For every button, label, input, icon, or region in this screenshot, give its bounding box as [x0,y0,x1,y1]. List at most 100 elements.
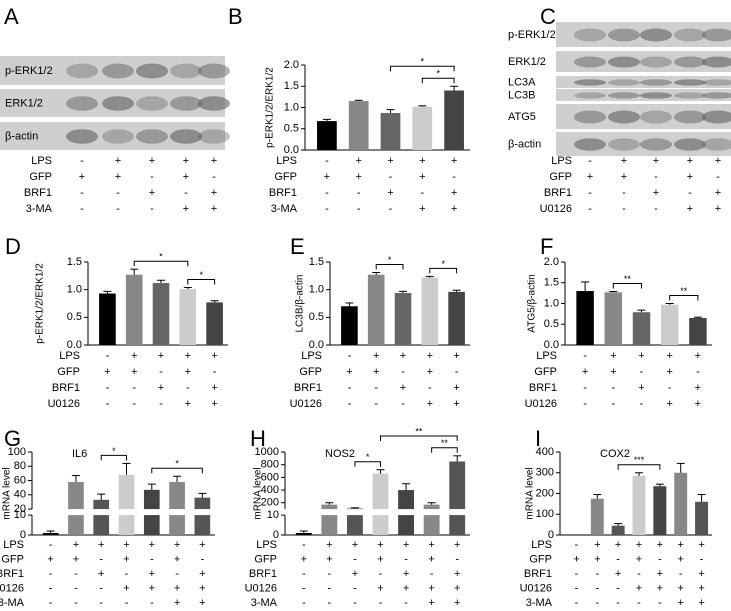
bar [632,475,646,535]
condition-name: BRF1 [0,568,24,580]
condition-sign: + [73,553,79,565]
condition-name: LPS [256,539,277,551]
blot-band [674,56,706,68]
significance-label: * [112,446,116,456]
y-tick-label: 0.5 [544,318,559,330]
condition-sign: + [610,350,616,362]
condition-sign: + [428,539,434,551]
panel-letter: D [5,234,21,259]
condition-sign: - [116,203,120,215]
condition-sign: + [373,366,379,378]
y-tick-label: 0 [548,529,554,541]
condition-name: U0126 [525,398,557,410]
condition-sign: + [453,350,459,362]
significance-label: *** [634,455,645,465]
blot-band [674,138,706,151]
blot-band [574,79,606,86]
condition-sign: + [355,171,361,183]
condition-sign: + [615,539,621,551]
condition-sign: + [211,382,217,394]
blot-band [66,129,98,144]
condition-sign: - [80,155,84,167]
condition-sign: + [211,398,217,410]
condition-sign: + [621,171,627,183]
condition-sign: - [132,398,136,410]
significance-bracket [151,467,203,474]
condition-sign: - [588,203,592,215]
significance-bracket [375,264,404,270]
condition-sign: - [49,568,53,580]
blot-band [702,28,731,42]
y-tick-label: 0 [20,529,26,541]
condition-sign: + [666,398,672,410]
y-tick-label: 400 [261,484,279,496]
condition-sign: - [622,203,626,215]
condition-sign: - [401,366,405,378]
significance-bracket [421,77,455,84]
condition-sign: - [583,350,587,362]
y-tick-label: 200 [261,497,279,509]
condition-sign: - [455,366,459,378]
condition-sign: - [302,582,306,594]
condition-sign: + [403,582,409,594]
y-tick-label: 10 [267,509,279,521]
blot-band [574,92,606,99]
blot-band [608,110,640,124]
condition-sign: - [575,568,579,580]
condition-sign: + [199,582,205,594]
condition-sign: + [638,350,644,362]
condition-sign: - [616,553,620,565]
condition-sign: - [588,155,592,167]
condition-sign: + [131,366,137,378]
blot-strip [0,56,225,85]
panel-letter: H [250,426,266,451]
condition-sign: - [302,568,306,580]
bar [660,304,679,345]
condition-sign: + [123,553,129,565]
significance-bracket [354,461,381,467]
y-tick-label: 60 [14,474,26,486]
condition-sign: + [355,155,361,167]
condition-sign: + [666,366,672,378]
condition-sign: - [159,398,163,410]
condition-name: 3-MA [251,597,278,609]
blot-band [674,92,706,99]
y-tick-label: 800 [261,459,279,471]
condition-sign: + [653,155,659,167]
condition-sign: + [185,366,191,378]
significance-label: * [366,452,370,462]
blot-band [674,79,706,86]
bar [317,121,337,150]
condition-sign: + [326,539,332,551]
condition-sign: - [80,203,84,215]
condition-sign: - [99,582,103,594]
condition-sign: - [357,203,361,215]
condition-sign: - [150,203,154,215]
condition-sign: - [184,187,188,199]
significance-bracket [133,260,189,267]
condition-sign: + [377,553,383,565]
bar [576,291,594,345]
condition-sign: - [159,366,163,378]
condition-sign: - [74,582,78,594]
condition-sign: + [211,350,217,362]
condition-sign: - [374,382,378,394]
y-tick-label: 1.5 [309,256,324,268]
blot-band [574,28,606,42]
condition-sign: - [99,597,103,609]
condition-sign: - [658,553,662,565]
condition-name: BRF1 [529,382,557,394]
bar [118,474,135,535]
bar [674,472,688,535]
blot-band [702,56,731,68]
condition-sign: + [451,155,457,167]
significance-label: * [441,259,445,269]
panel-letter: G [4,426,21,451]
bar [125,274,143,345]
y-axis-label: ATG5/β-actin [527,274,538,332]
condition-sign: + [373,350,379,362]
condition-sign: + [199,597,205,609]
condition-sign: - [575,597,579,609]
blot-band [640,110,672,124]
